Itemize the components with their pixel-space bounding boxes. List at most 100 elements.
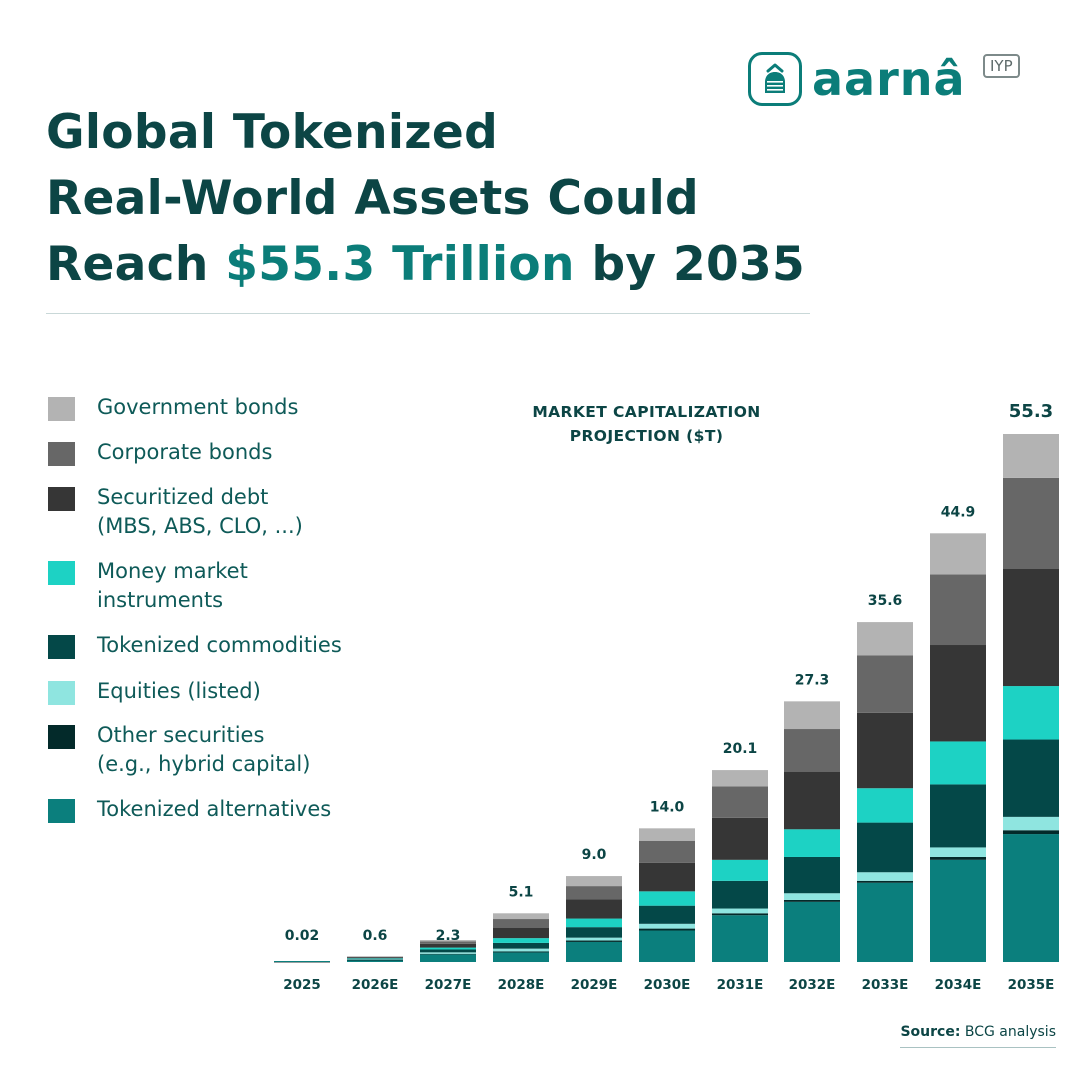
bar-segment <box>566 941 622 962</box>
bar-segment <box>347 959 403 961</box>
legend-label: Tokenized commodities <box>97 633 342 657</box>
x-tick-label: 2035E <box>1008 977 1055 993</box>
bar-segment <box>274 961 330 963</box>
bar-segment <box>420 941 476 944</box>
bar-segment <box>712 908 768 914</box>
bar-segment <box>1003 739 1059 817</box>
x-tick-label: 2033E <box>862 977 909 993</box>
bar-segment <box>784 901 840 962</box>
bar-segment <box>857 788 913 823</box>
title-line-2: Real-World Assets Could <box>46 171 699 226</box>
bar-segment <box>347 958 403 960</box>
data-label: 14.0 <box>650 799 685 815</box>
data-label: 35.6 <box>868 593 903 609</box>
bar-segment <box>420 947 476 950</box>
bar-segment <box>712 915 768 962</box>
bar-segment <box>274 961 330 962</box>
bar-segment <box>712 817 768 860</box>
source-label: Source: <box>900 1024 961 1040</box>
bar-segment <box>1003 434 1059 478</box>
title-line-3-prefix: Reach <box>46 237 226 292</box>
bar-segment <box>493 938 549 943</box>
data-label: 44.9 <box>941 504 976 520</box>
x-tick-label: 2025 <box>283 977 321 993</box>
bar-segment <box>566 876 622 887</box>
bar-segment <box>639 923 695 929</box>
bar-segment <box>420 953 476 955</box>
bar-segment <box>347 960 403 962</box>
bar-segment <box>347 959 403 961</box>
title-line-3-suffix: by 2035 <box>574 237 805 292</box>
bar-segment <box>639 930 695 962</box>
bar-segment <box>712 786 768 818</box>
chart-title-line-2: PROJECTION ($T) <box>569 427 724 445</box>
bar-segment <box>566 886 622 900</box>
bar-segment <box>493 927 549 939</box>
legend-swatch <box>48 487 75 511</box>
bar-segment <box>639 905 695 924</box>
legend-label: instruments <box>97 588 224 612</box>
data-label: 55.3 <box>1009 401 1053 422</box>
bar-segment <box>493 948 549 952</box>
bar-segment <box>857 882 913 962</box>
bar-segment <box>566 899 622 919</box>
bar-segment <box>784 729 840 772</box>
x-tick-label: 2028E <box>498 977 545 993</box>
legend-swatch <box>48 725 75 749</box>
bar-segment <box>1003 830 1059 835</box>
bar-segment <box>1003 834 1059 962</box>
x-tick-label: 2031E <box>717 977 764 993</box>
bar-segment <box>639 928 695 931</box>
bar-segment <box>784 899 840 902</box>
bar-segment <box>493 951 549 953</box>
bar-segment <box>784 893 840 900</box>
bar-segment <box>639 862 695 892</box>
bar-segment <box>857 655 913 713</box>
bar-segment <box>857 622 913 656</box>
brand-logo: aarnâ IYP <box>748 48 1020 110</box>
legend-label: Tokenized alternatives <box>97 797 332 821</box>
bar-segment <box>1003 816 1059 831</box>
data-label: 20.1 <box>723 741 758 757</box>
logo-badge-icon <box>748 52 802 106</box>
bar-segment <box>347 956 403 958</box>
legend-label: Equities (listed) <box>97 679 261 703</box>
data-label: 0.02 <box>285 928 320 944</box>
bar-segment <box>712 770 768 787</box>
title-line-1: Global Tokenized <box>46 105 499 160</box>
chart-title-line-1: MARKET CAPITALIZATION <box>532 403 761 421</box>
x-tick-label: 2029E <box>571 977 618 993</box>
bar-segment <box>493 942 549 949</box>
bar-segment <box>712 880 768 909</box>
title-divider <box>46 313 810 314</box>
bar-segment <box>493 919 549 928</box>
brand-name: aarnâ <box>812 52 966 106</box>
legend-swatch <box>48 561 75 585</box>
data-label: 5.1 <box>509 884 534 900</box>
bar-segment <box>420 954 476 962</box>
bar-segment <box>566 937 622 941</box>
bar-segment <box>857 822 913 873</box>
bar-segment <box>784 771 840 830</box>
bar-segment <box>930 847 986 857</box>
bar-segment <box>930 859 986 962</box>
bar-segment <box>930 645 986 742</box>
x-tick-label: 2030E <box>644 977 691 993</box>
bar-segment <box>784 701 840 730</box>
bar-segment <box>420 949 476 953</box>
bar-segment <box>493 952 549 962</box>
title-line-3: Reach $55.3 Trillion by 2035 <box>46 232 846 298</box>
bar-segment <box>857 872 913 881</box>
bar-segment <box>420 952 476 954</box>
source-text: BCG analysis <box>960 1024 1056 1040</box>
legend-swatch <box>48 442 75 466</box>
data-label: 2.3 <box>436 928 461 944</box>
legend-swatch <box>48 681 75 705</box>
bar-segment <box>566 940 622 942</box>
legend-swatch <box>48 635 75 659</box>
bar-segment <box>639 840 695 863</box>
bar-segment <box>857 712 913 789</box>
bar-segment <box>930 533 986 575</box>
bar-segment <box>784 856 840 894</box>
